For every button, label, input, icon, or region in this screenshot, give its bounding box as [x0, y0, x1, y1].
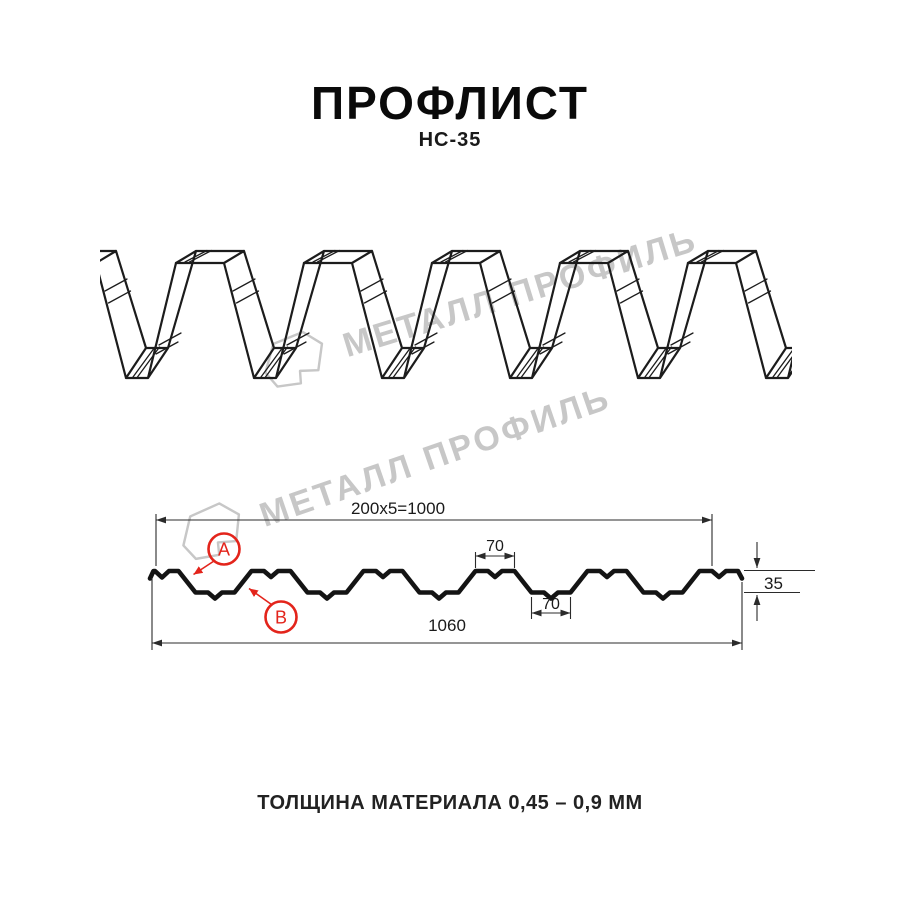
dimension-flange-70: 70: [474, 538, 516, 568]
profile-outline: [147, 568, 745, 601]
profile-model-label: НС-35: [418, 129, 482, 151]
page-title: ПРОФЛИСТ: [311, 77, 589, 129]
dim-label-valley-width: 70: [542, 596, 560, 613]
cross-section: [147, 568, 745, 601]
dim-label-flange-width: 70: [486, 538, 504, 555]
dimension-overall-width: 1060: [151, 578, 743, 650]
marker-a-label: А: [218, 540, 230, 560]
marker-b: В: [248, 587, 298, 634]
dimension-top-width: 200x5=1000: [155, 499, 713, 566]
dim-label-overall-width: 1060: [428, 616, 466, 635]
marker-b-label: В: [275, 608, 287, 628]
material-thickness-note: ТОЛЩИНА МАТЕРИАЛА 0,45 – 0,9 ММ: [257, 792, 643, 814]
dim-label-height: 35: [764, 574, 783, 593]
marker-a: А: [193, 532, 241, 576]
dim-label-top-width: 200x5=1000: [351, 499, 445, 518]
dimension-height-35: 35: [744, 542, 815, 621]
dimension-valley-70: 70: [530, 596, 572, 619]
sheet-3d-view: [100, 249, 792, 380]
